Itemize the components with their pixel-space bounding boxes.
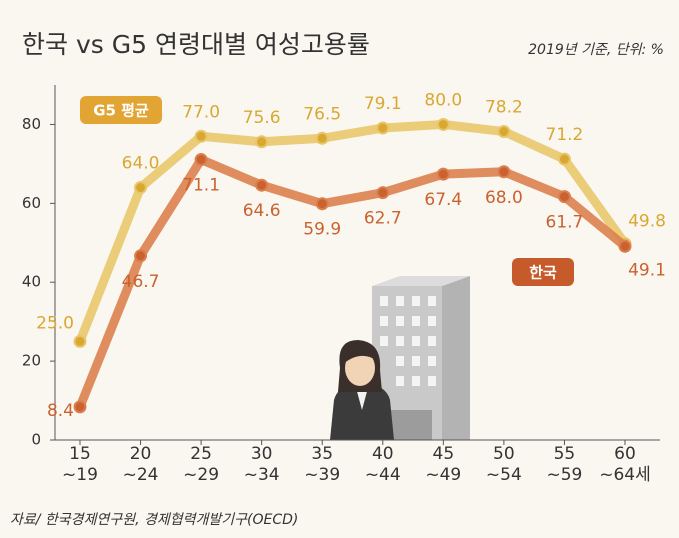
point: [194, 129, 208, 143]
legend-label: G5 평균: [93, 102, 149, 120]
y-tick-label: 60: [22, 194, 41, 212]
value-label: 68.0: [485, 188, 523, 208]
series-line: [75, 155, 628, 409]
illustration: [330, 276, 470, 440]
value-label: 75.6: [243, 108, 281, 128]
subtitle: 2019년 기준, 단위: %: [528, 42, 664, 58]
y-tick-label: 80: [22, 115, 41, 133]
value-label: 76.5: [303, 104, 341, 124]
x-tick-label: 60 ~64세: [599, 444, 651, 485]
y-tick-label: 20: [22, 352, 41, 370]
value-label: 79.1: [364, 94, 402, 114]
value-label: 67.4: [424, 190, 462, 210]
value-label: 64.0: [122, 154, 160, 174]
point: [315, 131, 329, 145]
point: [436, 167, 450, 181]
value-label: 71.1: [182, 176, 220, 196]
x-tick-label: 40 ~44: [364, 444, 401, 485]
value-label: 49.1: [628, 260, 666, 280]
value-label: 62.7: [364, 209, 402, 229]
x-tick-label: 15 ~19: [62, 444, 98, 485]
x-tick-label: 20 ~24: [122, 444, 159, 485]
x-tick-label: 50 ~54: [485, 444, 522, 485]
point: [73, 334, 87, 348]
y-tick-label: 40: [22, 273, 41, 291]
point: [618, 239, 632, 253]
value-label: 64.6: [243, 201, 281, 221]
value-label: 61.7: [546, 213, 584, 233]
value-label: 46.7: [122, 272, 160, 292]
source: 자료/ 한국경제연구원, 경제협력개발기구(OECD): [10, 512, 298, 528]
point: [194, 153, 208, 167]
point: [376, 186, 390, 200]
chart-title: 한국 vs G5 연령대별 여성고용률: [22, 30, 370, 59]
value-label: 8.4: [47, 401, 74, 421]
x-tick-label: 55 ~59: [546, 444, 583, 485]
point: [255, 135, 269, 149]
point: [557, 152, 571, 166]
point: [376, 121, 390, 135]
point: [134, 249, 148, 263]
value-label: 78.2: [485, 98, 523, 118]
x-tick-label: 25 ~29: [183, 444, 220, 485]
point: [73, 400, 87, 414]
series-line: [75, 119, 629, 344]
value-label: 77.0: [182, 102, 220, 122]
legend-label: 한국: [529, 264, 557, 282]
value-label: 49.8: [628, 212, 666, 232]
point: [436, 117, 450, 131]
value-label: 59.9: [303, 220, 341, 240]
legend-box: [80, 96, 162, 124]
value-label: 25.0: [36, 313, 74, 333]
legend-box: [512, 258, 574, 286]
point: [255, 178, 269, 192]
point: [557, 190, 571, 204]
x-tick-label: 35 ~39: [304, 444, 341, 485]
x-tick-label: 30 ~34: [243, 444, 280, 485]
x-tick-label: 45 ~49: [425, 444, 462, 485]
value-label: 80.0: [424, 90, 462, 110]
point: [497, 125, 511, 139]
point: [497, 165, 511, 179]
y-tick-label: 0: [31, 431, 41, 449]
value-label: 71.2: [546, 125, 584, 145]
point: [134, 181, 148, 195]
point: [315, 197, 329, 211]
